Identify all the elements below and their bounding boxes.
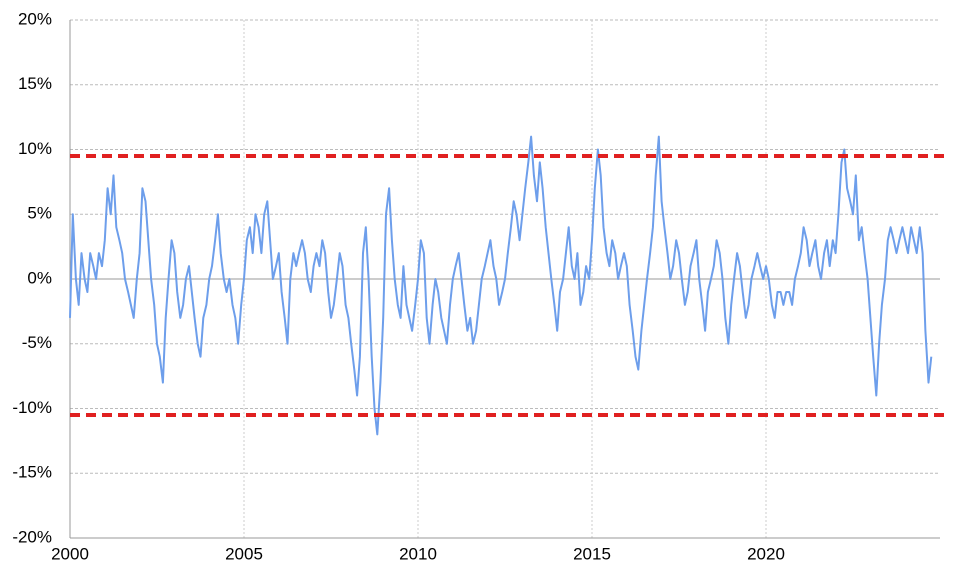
y-tick-label: 10% (18, 139, 52, 158)
y-tick-label: -20% (12, 527, 52, 546)
y-tick-label: -5% (22, 333, 52, 352)
y-tick-label: 20% (18, 9, 52, 28)
y-tick-label: -10% (12, 398, 52, 417)
x-tick-label: 2000 (51, 544, 89, 563)
x-tick-label: 2020 (747, 544, 785, 563)
x-tick-label: 2005 (225, 544, 263, 563)
y-tick-label: 5% (27, 204, 52, 223)
y-tick-label: -15% (12, 463, 52, 482)
y-tick-label: 0% (27, 268, 52, 287)
x-tick-label: 2010 (399, 544, 437, 563)
y-tick-label: 15% (18, 74, 52, 93)
x-tick-label: 2015 (573, 544, 611, 563)
data-line (69, 135, 933, 436)
